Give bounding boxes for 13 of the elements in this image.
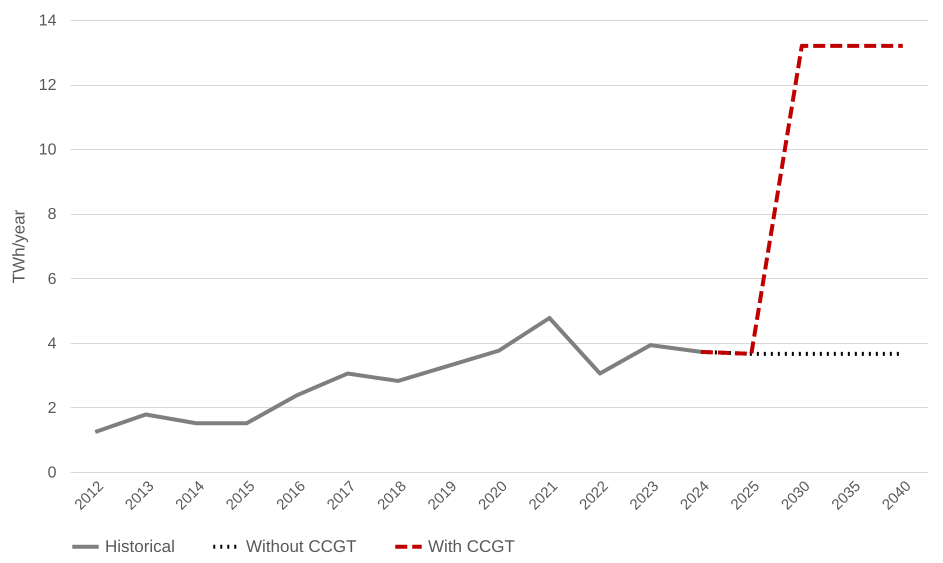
legend-label: Historical bbox=[105, 536, 175, 556]
y-tick-label: 2 bbox=[48, 400, 57, 417]
y-tick-label: 6 bbox=[48, 270, 57, 288]
legend-label: Without CCGT bbox=[246, 536, 357, 556]
y-tick-label: 4 bbox=[48, 335, 57, 352]
y-tick-label: 8 bbox=[48, 206, 57, 224]
y-tick-label: 0 bbox=[48, 464, 57, 482]
y-tick-label: 10 bbox=[38, 142, 57, 159]
y-tick-label: 12 bbox=[38, 77, 57, 94]
line-series bbox=[93, 316, 703, 434]
legend-label: With CCGT bbox=[428, 536, 515, 556]
y-axis-title: TWh/year bbox=[10, 209, 29, 284]
y-tick-label: 14 bbox=[38, 12, 57, 30]
